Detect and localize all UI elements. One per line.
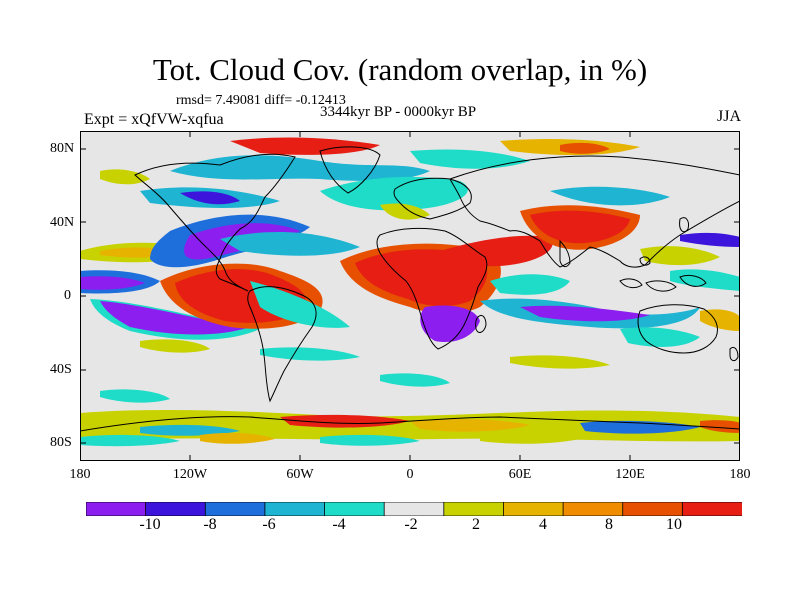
colorbar-label: -8 xyxy=(203,516,217,533)
colorbar xyxy=(86,502,742,516)
colorbar-swatch xyxy=(86,502,147,516)
colorbar-label: -2 xyxy=(404,516,418,533)
colorbar-swatch xyxy=(562,502,624,516)
colorbar-label: -4 xyxy=(332,516,346,533)
colorbar-swatch xyxy=(204,502,266,516)
colorbar-label: -10 xyxy=(139,516,161,533)
experiment-label: Expt = xQfVW-xqfua xyxy=(84,111,224,128)
lat-label-40n: 40N xyxy=(50,215,75,230)
colorbar-swatch xyxy=(324,502,386,516)
cloud-cover-anomaly-map xyxy=(80,131,740,461)
lon-label-0: 0 xyxy=(406,467,414,482)
colorbar-swatch xyxy=(622,502,684,516)
period-text: 3344kyr BP - 0000kyr BP xyxy=(320,104,477,120)
plot-title: Tot. Cloud Cov. (random overlap, in %) xyxy=(152,52,648,87)
colorbar-label: -6 xyxy=(262,516,276,533)
colorbar-swatch xyxy=(383,502,445,516)
coastlines xyxy=(80,146,740,432)
lon-label-120w: 120W xyxy=(172,467,208,482)
lat-label-40s: 40S xyxy=(50,362,72,377)
colorbar-swatch xyxy=(145,502,207,516)
lon-label-180e: 180 xyxy=(729,467,751,482)
colorbar-label: 4 xyxy=(539,516,547,533)
colorbar-label: 2 xyxy=(472,516,480,533)
map-ticks xyxy=(80,131,740,461)
season-label: JJA xyxy=(716,108,741,125)
colorbar-swatch xyxy=(264,502,326,516)
rmsd-diff-text: rmsd= 7.49081 diff= -0.12413 xyxy=(176,93,346,108)
lat-label-80s: 80S xyxy=(50,435,72,450)
colorbar-swatch xyxy=(681,502,742,516)
colorbar-swatch xyxy=(443,502,505,516)
lat-label-80n: 80N xyxy=(50,141,75,156)
colorbar-label: 10 xyxy=(666,516,682,533)
lon-label-120e: 120E xyxy=(615,467,645,482)
lon-label-180w: 180 xyxy=(69,467,91,482)
colorbar-label: 8 xyxy=(605,516,613,533)
anomaly-field xyxy=(80,131,740,461)
lon-label-60e: 60E xyxy=(508,467,532,482)
lat-label-eq: 0 xyxy=(64,288,71,303)
lon-label-60w: 60W xyxy=(286,467,314,482)
colorbar-swatch xyxy=(503,502,564,516)
